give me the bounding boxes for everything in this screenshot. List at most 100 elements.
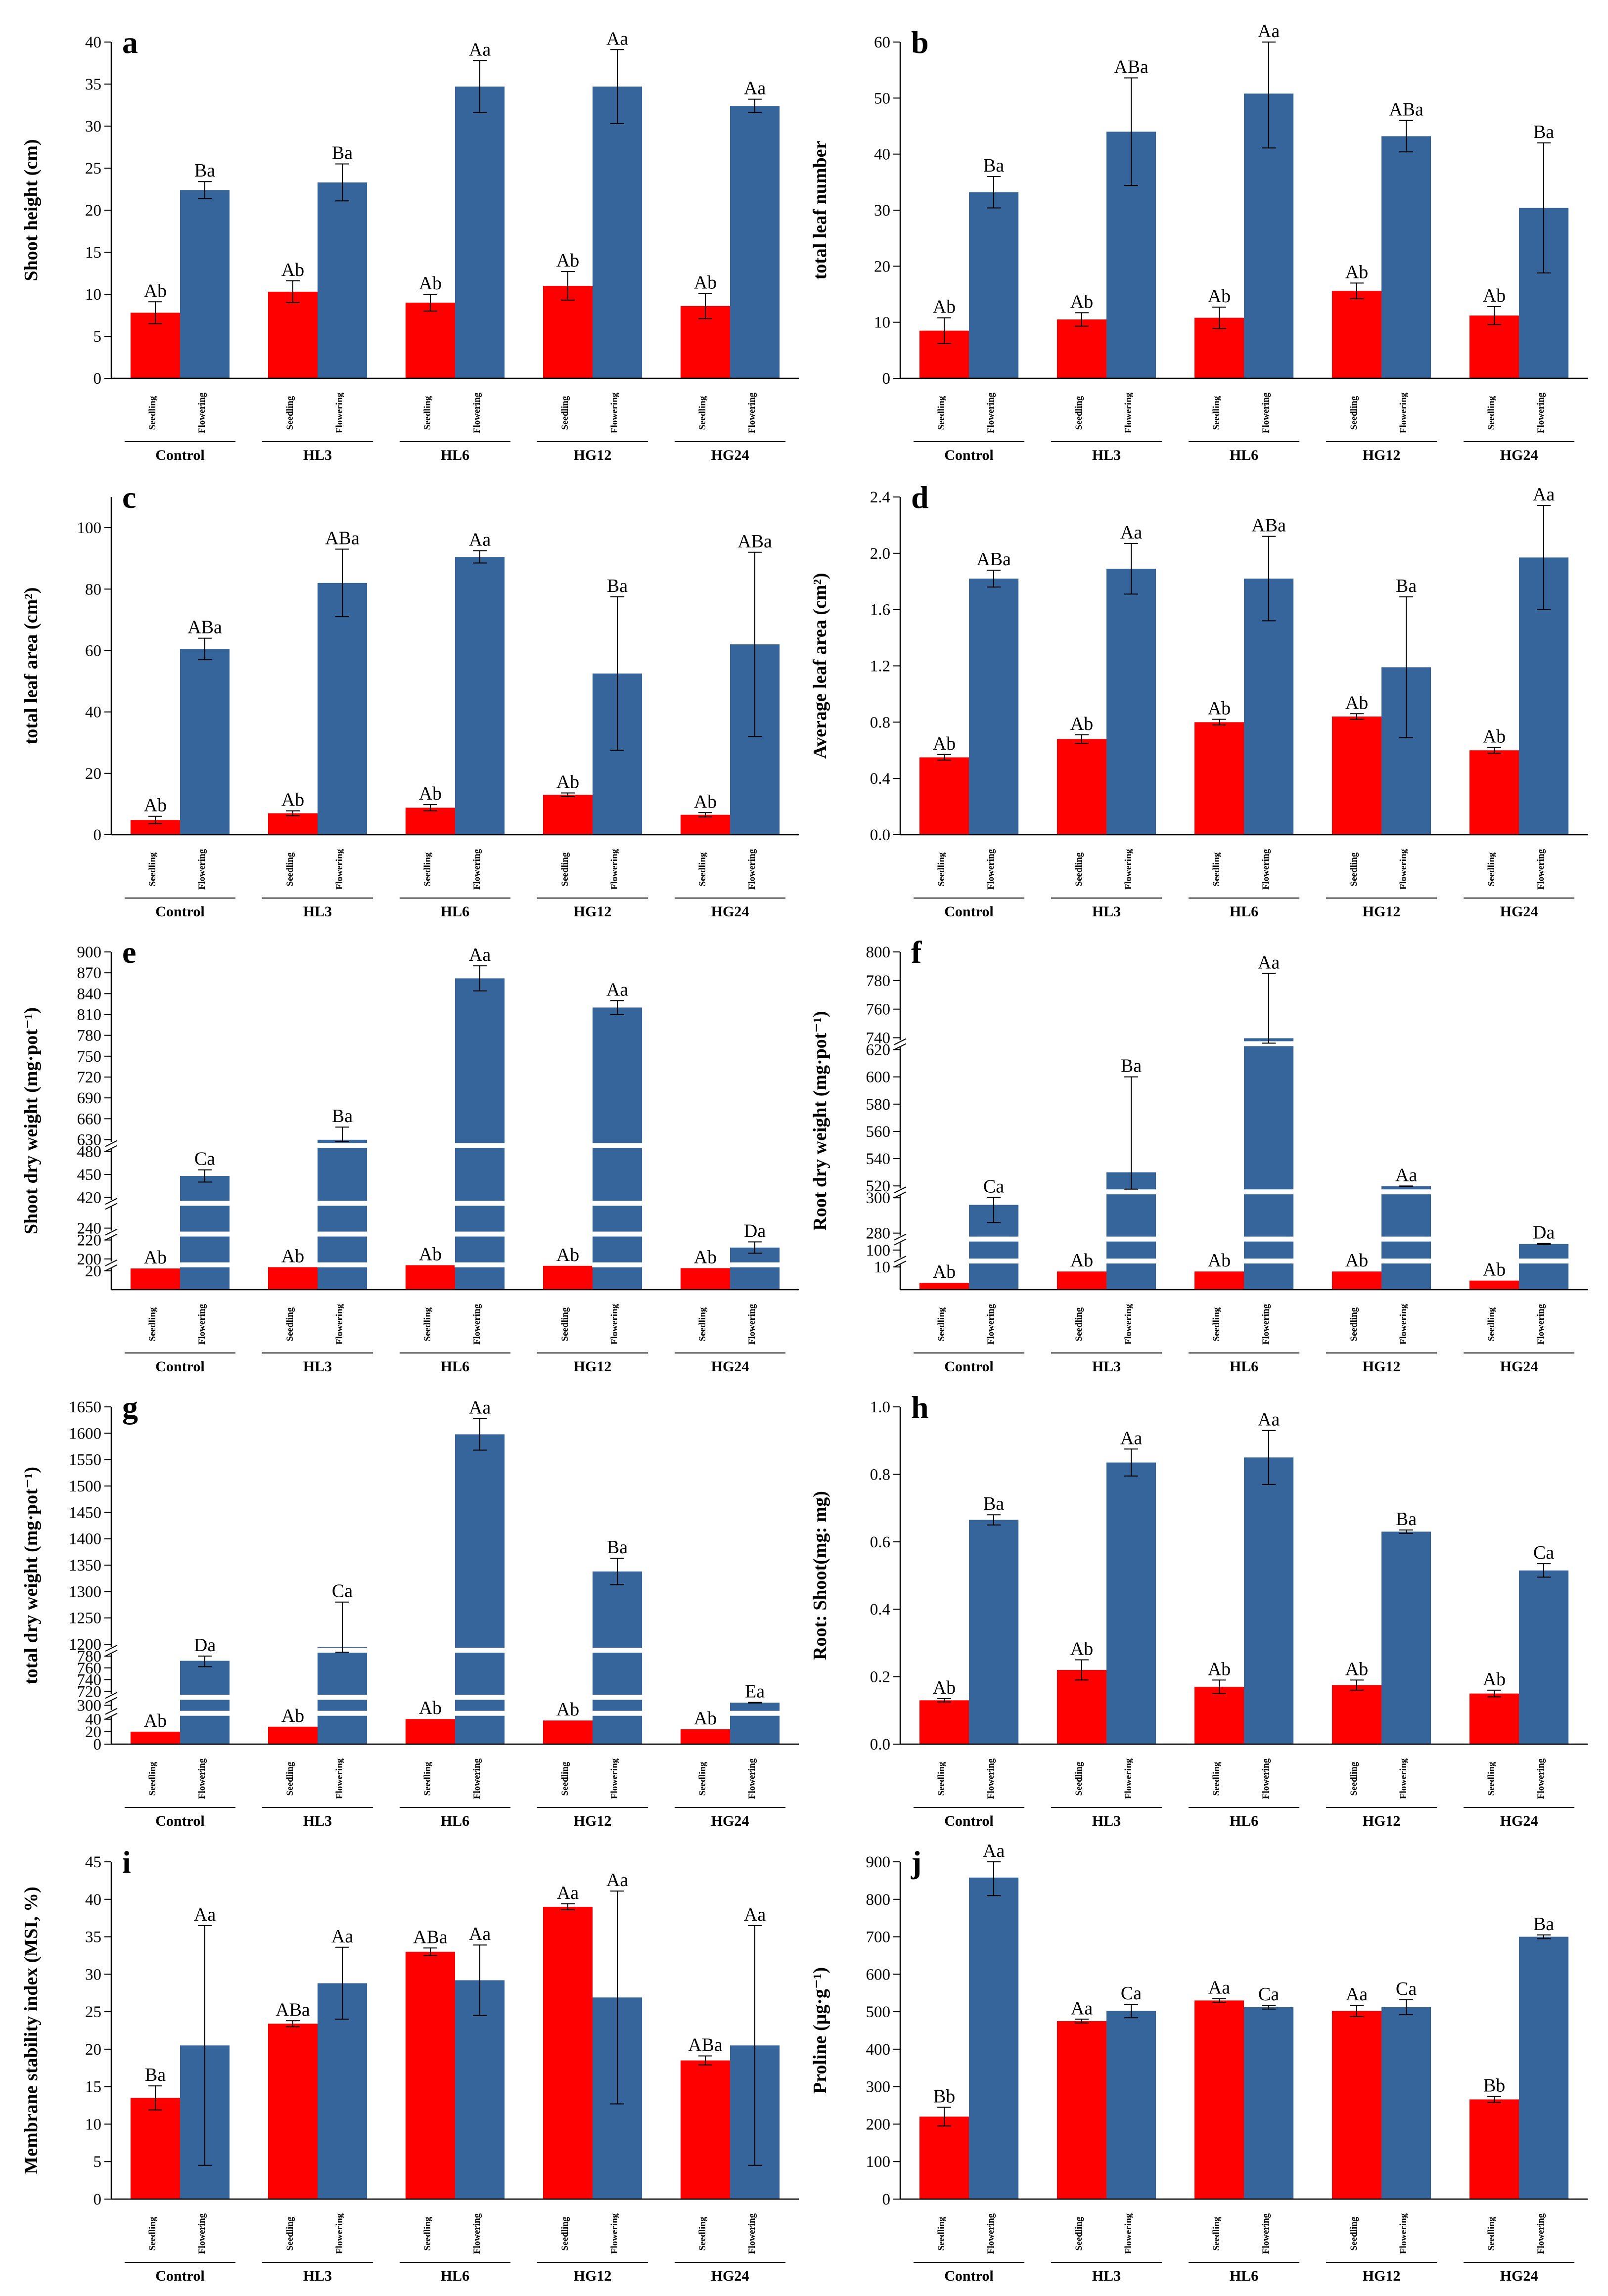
axis-break-mark <box>455 1262 505 1267</box>
y-tick-label: 0.0 <box>870 1736 890 1754</box>
significance-label: ABa <box>325 528 360 549</box>
phase-label: Flowering <box>1261 2213 1271 2254</box>
phase-label: Flowering <box>1123 2213 1134 2254</box>
phase-label: Seedling <box>1074 1307 1084 1341</box>
chart-panel-j: 0 100 200 300 400 500 600 700 800 900 Bb Seedling Aa… <box>810 1841 1588 2284</box>
phase-label: Seedling <box>285 1307 295 1341</box>
phase-label: Flowering <box>1536 2213 1546 2254</box>
phase-label: Flowering <box>197 2213 207 2254</box>
y-tick-label: 0.6 <box>870 1533 890 1551</box>
significance-label: Ab <box>1345 692 1368 713</box>
significance-label: Aa <box>606 28 628 49</box>
y-tick-label: 1350 <box>69 1557 101 1575</box>
bar-seedling-hl6 <box>1194 2000 1244 2199</box>
axis-break-slash <box>105 1259 118 1266</box>
phase-label: Seedling <box>1211 1761 1222 1796</box>
y-axis-label: total dry weight (mg·pot⁻¹) <box>21 1467 42 1684</box>
group-label: HG12 <box>1363 2268 1401 2284</box>
phase-label: Flowering <box>609 1304 620 1345</box>
bar-seedling-hg12 <box>543 286 593 378</box>
axis-break-mark <box>592 1262 643 1267</box>
y-tick-label: 520 <box>866 1177 891 1195</box>
phase-label: Seedling <box>1486 2216 1497 2251</box>
axis-break-mark <box>455 1648 505 1653</box>
y-tick-label: 420 <box>77 1189 102 1207</box>
significance-label: Aa <box>469 530 491 550</box>
axis-break-mark <box>730 1711 781 1716</box>
phase-label: Seedling <box>1486 1307 1497 1341</box>
phase-label: Flowering <box>1123 1304 1134 1345</box>
group-label: HL6 <box>441 1813 469 1829</box>
group-label: HG12 <box>574 447 612 463</box>
phase-label: Seedling <box>147 2216 158 2251</box>
phase-label: Seedling <box>936 1307 947 1341</box>
significance-label: Ba <box>983 1493 1004 1514</box>
bar-flowering-hl3 <box>1106 569 1156 835</box>
phase-label: Seedling <box>936 852 947 886</box>
bar-flowering-hl6 <box>1244 2007 1294 2199</box>
axis-break-mark <box>455 1201 505 1206</box>
y-tick-label: 1200 <box>69 1636 101 1654</box>
phase-label: Flowering <box>986 2213 996 2254</box>
y-tick-label: 35 <box>85 1929 101 1946</box>
phase-label: Flowering <box>747 2213 757 2254</box>
significance-label: Ab <box>556 1245 579 1265</box>
bar-seedling-control <box>130 2098 180 2199</box>
bar-seedling-control <box>919 1700 969 1744</box>
group-label: Control <box>944 1358 993 1375</box>
phase-label: Flowering <box>747 1304 757 1345</box>
phase-label: Flowering <box>472 849 482 890</box>
y-tick-label: 60 <box>85 642 101 660</box>
panel-letter: b <box>911 25 929 60</box>
group-label: HL3 <box>303 2268 332 2284</box>
phase-label: Seedling <box>422 852 433 886</box>
phase-label: Flowering <box>1536 392 1546 433</box>
axis-break-mark <box>1243 1236 1294 1242</box>
chart-panel-a: 0 5 10 15 20 25 30 35 40 Ab Seedling Ba Flowering Con… <box>21 25 799 463</box>
significance-label: Ca <box>983 1176 1004 1197</box>
axis-break-mark <box>592 1143 643 1148</box>
bar-seedling-hl6 <box>1194 722 1244 835</box>
y-tick-label: 600 <box>866 1069 891 1086</box>
phase-label: Seedling <box>1074 1761 1084 1796</box>
significance-label: ABa <box>688 2035 723 2056</box>
group-label: HL3 <box>1092 903 1121 920</box>
group-label: HL3 <box>1092 2268 1121 2284</box>
significance-label: Ab <box>1070 1250 1093 1271</box>
axis-break-mark <box>1106 1259 1157 1264</box>
y-tick-label: 720 <box>77 1683 102 1701</box>
bar-flowering-hg12 <box>1381 136 1431 378</box>
bar-flowering-hl6 <box>455 1980 505 2199</box>
group-label: Control <box>944 2268 993 2284</box>
phase-label: Flowering <box>334 849 345 890</box>
y-tick-label: 40 <box>874 146 890 164</box>
axis-break-mark <box>317 1201 368 1206</box>
phase-label: Seedling <box>560 1761 570 1796</box>
bar-seedling-hg24 <box>1469 750 1519 835</box>
axis-break-mark <box>1106 1189 1157 1195</box>
y-tick-label: 620 <box>866 1041 891 1059</box>
group-label: HG24 <box>711 903 749 920</box>
phase-label: Flowering <box>472 2213 482 2254</box>
panel-letter: d <box>911 480 929 515</box>
phase-label: Flowering <box>1123 849 1134 890</box>
axis-break-mark <box>317 1262 368 1267</box>
y-tick-label: 5 <box>93 328 102 346</box>
phase-label: Seedling <box>1349 2216 1359 2251</box>
significance-label: Aa <box>983 1841 1005 1861</box>
y-tick-label: 280 <box>866 1225 891 1243</box>
significance-label: Ba <box>1396 1509 1417 1530</box>
y-tick-label: 15 <box>85 244 101 262</box>
y-tick-label: 240 <box>77 1220 102 1238</box>
phase-label: Flowering <box>1398 1758 1409 1799</box>
phase-label: Flowering <box>747 392 757 433</box>
significance-label: Ab <box>1483 1669 1506 1690</box>
group-label: HG24 <box>711 2268 749 2284</box>
y-tick-label: 1.0 <box>870 1398 890 1416</box>
significance-label: Aa <box>557 1883 579 1903</box>
group-label: Control <box>155 1813 204 1829</box>
bar-seedling-hg24 <box>680 1729 730 1744</box>
significance-label: Ca <box>1258 1984 1279 2005</box>
phase-label: Seedling <box>936 1761 947 1796</box>
axis-break-mark <box>180 1711 230 1716</box>
